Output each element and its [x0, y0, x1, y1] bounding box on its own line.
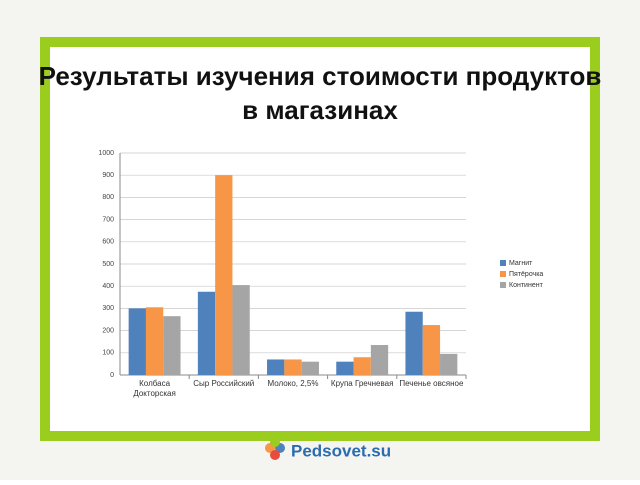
y-tick-label: 200	[102, 327, 114, 334]
x-tick-label: Молоко, 2,5%	[267, 379, 319, 388]
bar	[267, 359, 285, 375]
legend-swatch	[500, 271, 506, 277]
bar	[284, 359, 302, 375]
bar	[145, 307, 164, 375]
x-tick-label-box: Крупа Гречневая	[330, 379, 394, 388]
legend-swatch	[500, 260, 506, 266]
y-tick-label: 400	[102, 283, 114, 290]
bar	[215, 175, 233, 375]
y-tick-label: 100	[102, 350, 114, 357]
x-tick-label-box: Молоко, 2,5%	[267, 379, 319, 388]
bar	[422, 325, 441, 375]
bar	[197, 291, 216, 375]
x-tick-label-box: Печенье овсяное	[399, 379, 464, 388]
bar	[440, 353, 458, 375]
x-tick-label: Колбаса Докторская	[133, 379, 176, 398]
legend-label: Континент	[509, 282, 544, 289]
y-tick-label: 0	[110, 372, 114, 379]
y-tick-label: 300	[102, 305, 114, 312]
y-tick-label: 900	[102, 172, 114, 179]
y-tick-label: 1000	[98, 150, 114, 157]
bar	[370, 345, 389, 375]
logo-icon	[265, 437, 285, 460]
x-tick-label: Крупа Гречневая	[330, 379, 394, 388]
x-tick-label-box: Сыр Российский	[193, 379, 255, 388]
y-tick-label: 600	[102, 239, 114, 246]
x-tick-label: Печенье овсяное	[399, 379, 464, 388]
bar	[301, 361, 319, 375]
bar	[405, 311, 423, 375]
legend-label: Магнит	[509, 260, 533, 267]
chart-title: Результаты изучения стоимости продуктов в…	[39, 61, 602, 125]
legend-label: Пятёрочка	[509, 271, 543, 278]
y-tick-label: 700	[102, 216, 114, 223]
bar	[163, 316, 181, 375]
bar	[128, 308, 146, 375]
x-tick-label-box: Колбаса Докторская	[133, 379, 176, 398]
bar	[232, 285, 250, 375]
x-tick-label: Сыр Российский	[193, 379, 255, 388]
legend-swatch	[500, 282, 506, 288]
bar	[353, 357, 371, 375]
y-tick-label: 500	[102, 261, 114, 268]
y-tick-label: 800	[102, 194, 114, 201]
bar	[336, 361, 354, 375]
logo-text: Pedsovet.su	[291, 441, 391, 460]
